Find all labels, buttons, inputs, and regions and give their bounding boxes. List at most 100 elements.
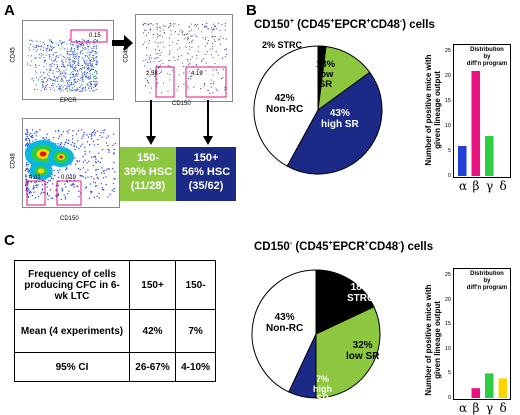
pie-b-highsr-label: 43% high SR [321,108,359,130]
box-minus-line3: (11/28) [130,180,166,192]
bar-chart-c-frame [453,268,511,400]
bar-c-tick-label: 0 [447,395,451,401]
pie-c-nonrc-pct: 43% [274,312,295,323]
pie-c-highsr-label: 7% high SR [313,374,332,404]
pie-c-strc-text: STRC [347,293,375,304]
panel-letter-b: B [246,2,257,19]
bar-c-tick-label: 20 [444,296,451,303]
bar-c-category-label: δ [499,401,507,415]
flow3-gate-right-label: 0.019 [61,175,77,181]
pie-c-strc-pct: 18% [350,282,371,293]
flow1-xlabel: EPCR [60,98,77,104]
bar-b-bar-2 [485,136,494,176]
pie-b-lowsr-text2: SR [318,79,333,90]
table-cell: 26-67% [128,352,177,382]
flow-plot-cd45-epcr: 0.15 [22,20,114,100]
table-cell: Frequency of cells producing CFC in 6-wk… [14,260,130,310]
pie-c-lowsr-pct: 32% [352,340,373,351]
pie-b-nonrc-text: Non-RC [266,104,304,115]
box-plus-line1: 150+ [193,152,219,164]
flow1-gate-label: 0.15 [89,33,101,39]
pie-c-highsr-text2: SR [316,393,329,403]
pie-b-lowsr-pct: 13% [316,59,336,70]
bar-c-note: Distribution by diff'n program [466,271,508,291]
cfc-frequency-table: Frequency of cells producing CFC in 6-wk… [14,260,216,382]
flow2-gate-left [155,66,175,98]
flow3-xlabel: CD150 [60,216,79,222]
down-arrows-icon [146,100,213,145]
bar-c-tick-label: 10 [444,345,451,352]
flow2-gate-right [185,66,227,98]
flow1-ylabel: CD45 [10,47,17,63]
flow-plot-cd48-cd150-density: 4.01 0.019 [22,118,120,208]
bar-b-category-label: β [472,179,480,193]
table-cell: Mean (4 experiments) [14,309,130,353]
flow1-gate [70,29,108,43]
flow2-xlabel: CD150 [172,101,191,107]
bar-c-bar-2 [485,373,494,398]
pie-c-lowsr-label: 32% low SR [346,340,379,362]
pie-b-slice-high-sr [286,71,383,175]
panel-c-title: CD150- (CD45+EPCR+CD48-) cells [254,240,434,253]
cd150-minus-box: 150- 39% HSC (11/28) [120,147,176,201]
panel-letter-c: C [4,232,15,249]
bar-c-tick-label: 5 [447,370,451,377]
pie-c-nonrc-label: 43% Non-RC [266,312,303,334]
bar-b-note: Distribution by diff'n program [466,47,508,67]
table-row: Mean (4 experiments) 42% 7% [14,309,216,353]
pie-c-slice-strc [315,269,375,335]
bar-c-bar-3 [498,378,507,398]
pie-b-nonrc-pct: 42% [274,93,295,104]
bar-chart-c [471,373,507,398]
bar-c-category-label: β [472,401,480,415]
flow2-gate-right-label: 4.19 [191,71,203,77]
box-plus-line3: (35/62) [188,180,224,192]
arrow-right-icon [112,35,133,51]
bar-c-category-label: α [459,401,468,415]
pie-c-nonrc-text: Non-RC [266,323,304,334]
bar-c-tick-label: 25 [444,272,451,278]
panel-letter-a: A [4,2,15,19]
table-cell: 42% [128,309,177,353]
box-minus-line2: 39% HSC [123,166,173,178]
bar-b-tick-label: 20 [444,73,451,79]
panel-b-title: CD150+ (CD45+EPCR+CD48-) cells [254,18,435,31]
bar-chart-b [458,71,494,176]
box-plus-line2: 56% HSC [181,166,231,178]
pie-c-lowsr-text: low SR [346,351,380,362]
pie-b-lowsr-label: 13% low SR [316,60,335,90]
bar-b-bar-0 [458,146,467,176]
bar-b-category-label: α [459,179,468,193]
box-minus-line1: 150- [136,152,160,164]
table-cell: 4-10% [175,352,216,382]
bar-c-tick-label: 15 [444,321,451,328]
bar-chart-b-frame [453,44,511,178]
pie-b-slice-non-rc [253,45,319,167]
table-row: 95% CI 26-67% 4-10% [14,352,216,382]
table-row: Frequency of cells producing CFC in 6-wk… [14,260,216,310]
flow3-gate-left-label: 4.01 [29,175,41,181]
flow-plot-cd48-cd150: 2.58 4.19 [135,14,233,102]
cd150-plus-box: 150+ 56% HSC (35/62) [176,147,236,201]
pie-b-highsr-text: high SR [321,119,359,130]
bar-b-tick-label: 5 [447,148,451,154]
pie-b-highsr-pct: 43% [329,108,350,119]
pie-b-nonrc-label: 42% Non-RC [266,93,303,115]
pie-c-slice-low-sr [315,306,381,399]
bar-b-category-label: δ [499,179,507,193]
bar-b-tick-label: 25 [444,48,451,54]
table-cell: 150- [175,260,216,310]
bar-b-tick-label: 15 [444,98,451,104]
bar-b-tick-label: 0 [447,173,451,179]
bar-c-category-label: γ [486,401,494,415]
pie-c-highsr-text: high [313,383,332,394]
pie-b-strc-label: 2% STRC [262,40,303,50]
bar-b-category-label: γ [486,179,494,193]
pie-c-slice-non-rc [251,269,317,393]
bar-c-bar-1 [471,388,480,398]
flow3-gate-right [56,180,82,206]
pie-b-lowsr-text: low [317,69,334,80]
table-cell: 95% CI [14,352,130,382]
pie-chart-cd150-minus [251,269,381,399]
flow3-ylabel: CD48 [10,153,17,169]
